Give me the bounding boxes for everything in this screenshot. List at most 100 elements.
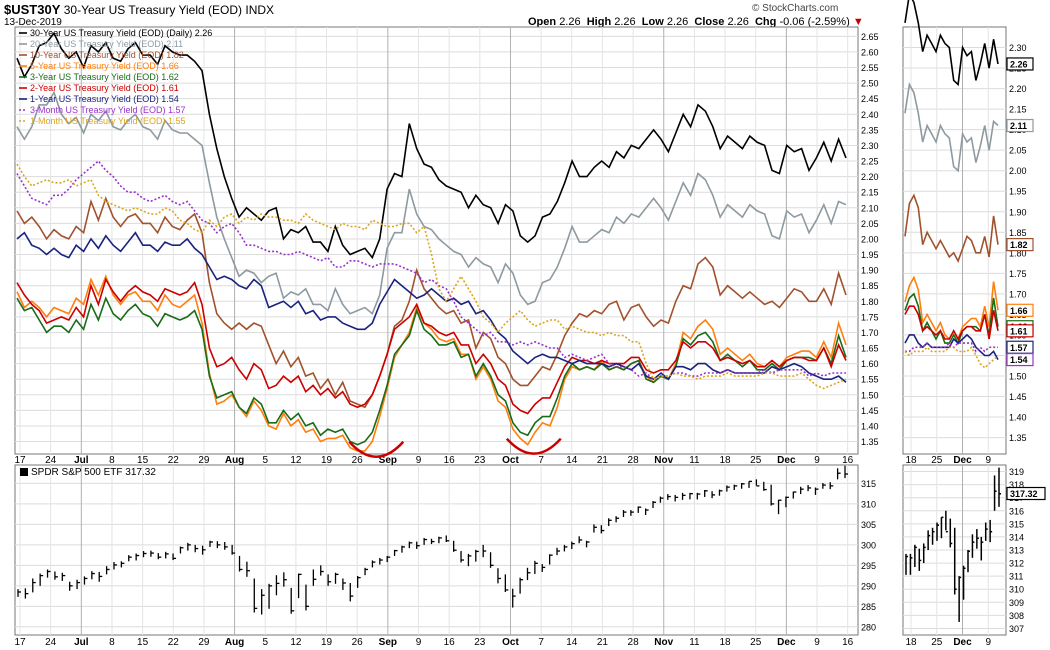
y-tick-label: 1.35: [1009, 433, 1027, 443]
chg-label: Chg: [754, 16, 777, 28]
x-tick-label: 15: [137, 455, 149, 466]
y-tick-label: 312: [1009, 559, 1024, 569]
y-tick-label: 1.55: [861, 375, 879, 385]
y-tick-label: 1.40: [1009, 413, 1027, 423]
x-tick-label: Dec: [777, 455, 796, 466]
y-tick-label: 319: [1009, 467, 1024, 477]
legend-entry: 5-Year US Treasury Yield (EOD) 1.66: [30, 61, 179, 71]
series-line-5: [16, 296, 847, 446]
zoom-series-line-3: [904, 193, 999, 263]
x-tick-label: Aug: [225, 455, 244, 466]
y-tick-label: 280: [861, 622, 876, 632]
y-tick-label: 1.70: [1009, 289, 1027, 299]
chart-date: 13-Dec-2019: [4, 17, 62, 28]
y-tick-label: 2.30: [1009, 43, 1027, 53]
x-tick-label: 25: [750, 637, 762, 648]
legend-entry: 20-Year US Treasury Yield (EOD) 2.11: [30, 39, 183, 49]
value-label-box: [1006, 324, 1034, 338]
x-tick-label: 23: [474, 637, 486, 648]
y-tick-label: 2.20: [1009, 84, 1027, 94]
x-tick-label: 5: [262, 455, 268, 466]
x-tick-label: 28: [628, 637, 640, 648]
spy-zoom-x-axis: 18 25 Dec 9: [905, 637, 991, 648]
y-tick-label: 1.95: [861, 250, 879, 260]
x-tick-label: 24: [45, 637, 57, 648]
legend-entry: 3-Month US Treasury Yield (EOD) 1.57: [30, 105, 186, 115]
y-tick-label: 300: [861, 540, 876, 550]
y-tick-label: 1.80: [861, 297, 879, 307]
x-tick-label: 8: [109, 637, 115, 648]
x-tick-label: Dec: [953, 455, 972, 466]
y-tick-label: 1.90: [861, 266, 879, 276]
low-label: Low: [641, 16, 664, 28]
x-tick-label: 19: [321, 455, 333, 466]
y-tick-label: 2.35: [861, 125, 879, 135]
spy-title: SPDR S&P 500 ETF 317.32: [31, 467, 156, 478]
y-tick-label: 1.80: [1009, 248, 1027, 258]
value-label-box: [1006, 118, 1034, 133]
y-tick-label: 2.50: [861, 79, 879, 89]
x-tick-label: Sep: [379, 455, 397, 466]
y-tick-label: 307: [1009, 624, 1024, 634]
y-tick-label: 1.70: [861, 328, 879, 338]
series-line-7: [16, 231, 847, 383]
y-tick-label: 2.15: [861, 188, 879, 198]
series-line-8: [16, 159, 846, 381]
y-tick-label: 2.25: [861, 157, 879, 167]
series-line-2: [16, 90, 847, 316]
chg-value: -0.06 (-2.59%): [779, 16, 850, 28]
y-tick-label: 2.00: [1009, 166, 1027, 176]
spy-legend-swatch: [20, 468, 28, 476]
x-tick-label: 26: [352, 637, 364, 648]
x-tick-label: Sep: [379, 637, 397, 648]
y-tick-label: 2.20: [861, 172, 879, 182]
x-tick-label: 11: [689, 637, 700, 648]
value-label: 1.57: [1010, 343, 1028, 353]
x-tick-label: 9: [814, 455, 820, 466]
x-tick-label: 19: [321, 637, 333, 648]
x-tick-label: 24: [45, 455, 57, 466]
spy-zoom-bars: [905, 467, 1001, 622]
x-tick-label: 23: [474, 455, 486, 466]
yields-legend: 30-Year US Treasury Yield (EOD) (Daily) …: [19, 28, 212, 126]
open-value: 2.26: [559, 16, 581, 28]
x-tick-label: 12: [290, 455, 302, 466]
x-tick-label: 25: [750, 455, 762, 466]
yields-zoom-panel: [902, 26, 1007, 455]
x-tick-label: 25: [931, 455, 943, 466]
brand-watermark: © StockCharts.com: [752, 3, 839, 14]
legend-entry: 30-Year US Treasury Yield (EOD) (Daily) …: [30, 28, 212, 38]
x-tick-label: 29: [198, 637, 210, 648]
x-tick-label: 28: [628, 455, 640, 466]
yields-zoom-x-axis: 18 25 Dec 9: [905, 455, 991, 466]
y-tick-label: 1.95: [1009, 187, 1027, 197]
legend-entry: 1-Month US Treasury Yield (EOD) 1.55: [30, 116, 186, 126]
high-value: 2.26: [614, 16, 636, 28]
x-tick-label: Nov: [654, 455, 673, 466]
y-tick-label: 1.90: [1009, 207, 1027, 217]
y-tick-label: 311: [1009, 572, 1023, 582]
legend-entry: 2-Year US Treasury Yield (EOD) 1.61: [30, 83, 179, 93]
x-tick-label: 16: [842, 455, 854, 466]
y-tick-label: 2.65: [861, 32, 879, 42]
y-tick-label: 1.50: [1009, 371, 1027, 381]
x-tick-label: 15: [137, 637, 149, 648]
x-tick-label: 16: [444, 455, 456, 466]
y-tick-label: 2.15: [1009, 105, 1027, 115]
value-label: 1.61: [1010, 326, 1028, 336]
x-tick-label: 12: [290, 637, 302, 648]
legend-entry: 3-Year US Treasury Yield (EOD) 1.62: [30, 72, 179, 82]
y-tick-label: 285: [861, 602, 876, 612]
x-tick-label: 22: [168, 637, 180, 648]
series-line-3: [16, 196, 847, 409]
x-tick-label: 21: [597, 455, 609, 466]
x-tick-label: 18: [905, 455, 917, 466]
x-tick-label: 9: [416, 455, 422, 466]
yields-value-labels: 2.262.111.821.661.621.611.571.54: [1006, 57, 1034, 367]
x-tick-label: 18: [905, 637, 917, 648]
x-tick-label: 9: [416, 637, 422, 648]
x-tick-label: Jul: [74, 637, 89, 648]
value-label: 1.82: [1010, 240, 1028, 250]
x-tick-label: 14: [566, 455, 578, 466]
